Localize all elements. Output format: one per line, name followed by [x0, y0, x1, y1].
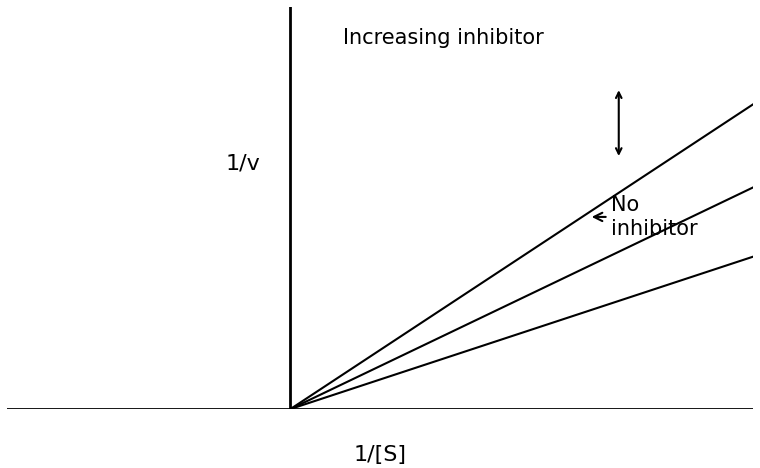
Text: No
inhibitor: No inhibitor — [594, 195, 698, 239]
Text: 1/v: 1/v — [226, 154, 261, 173]
Text: 1/[S]: 1/[S] — [353, 445, 407, 465]
Text: Increasing inhibitor: Increasing inhibitor — [343, 28, 543, 48]
